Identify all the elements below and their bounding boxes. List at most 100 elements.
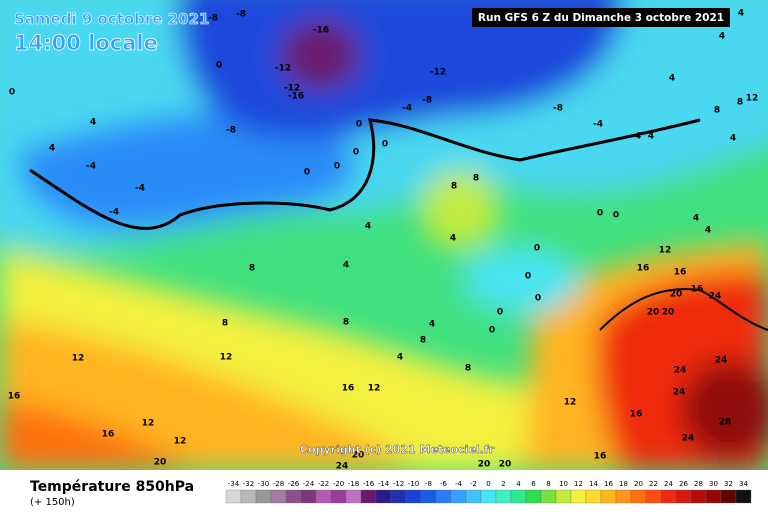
scale-label: -22 [318,480,329,488]
contour-label: 8 [343,318,349,328]
contour-label: 0 [334,162,340,172]
scale-swatch [585,489,602,504]
scale-label: 16 [604,480,613,488]
scale-swatch [300,489,317,504]
contour-label: 4 [49,144,55,154]
scale-label: 6 [531,480,536,488]
scale-label: 22 [649,480,658,488]
contour-label: 4 [635,132,641,142]
scale-swatch [345,489,362,504]
scale-label: 4 [516,480,521,488]
contour-label: -12 [275,64,291,74]
scale-swatch [630,489,647,504]
scale-label: -6 [440,480,448,488]
scale-label: 2 [501,480,505,488]
isotherm [599,288,768,331]
contour-label: 16 [637,264,650,274]
contour-label: -4 [86,162,96,172]
scale-swatch [390,489,407,504]
scale-label: 32 [724,480,733,488]
contour-label: 0 [356,120,362,130]
scale-swatch [360,489,377,504]
contour-label: 4 [397,353,403,363]
contour-label: 16 [342,384,355,394]
contour-label: 12 [142,419,155,429]
scale-swatch [435,489,452,504]
scale-swatch [510,489,527,504]
scale-swatch [315,489,332,504]
contour-label: -16 [288,92,304,102]
contour-label: 8 [473,174,479,184]
scale-label: -10 [408,480,419,488]
contour-label: 12 [746,94,759,104]
contour-label: 0 [525,272,531,282]
contour-label: 8 [222,319,228,329]
contour-label: 0 [497,308,503,318]
scale-label: -18 [348,480,359,488]
contour-label: -12 [284,84,300,94]
contour-label: 12 [564,398,577,408]
contour-label: 20 [154,458,167,468]
scale-label: -32 [243,480,254,488]
scale-label: 34 [739,480,748,488]
scale-label: -34 [228,480,240,488]
scale-swatch [450,489,467,504]
footer-title: Température 850hPa [30,479,194,495]
scale-swatch [420,489,437,504]
footer-subtitle: (+ 150h) [30,497,75,508]
contour-label: 16 [102,430,115,440]
scale-swatch [375,489,392,504]
contour-label: 20 [499,460,512,470]
contour-label: 4 [90,118,96,128]
contour-label: 0 [613,211,619,221]
contour-label: 8 [451,182,457,192]
contour-label: 16 [691,285,704,295]
scale-label: 0 [486,480,490,488]
scale-swatch [330,489,347,504]
contour-label: 20 [647,308,660,318]
scale-swatch [705,489,722,504]
contour-label: 4 [450,234,456,244]
scale-label: 10 [559,480,568,488]
contour-label: 12 [72,354,85,364]
run-info: Run GFS 6 Z du Dimanche 3 octobre 2021 [478,12,724,24]
contour-label: 8 [420,336,426,346]
contour-label: 8 [465,364,471,374]
scale-label: -8 [425,480,432,488]
contour-label: -16 [313,26,329,36]
copyright: Copyright (c) 2021 Meteociel.fr [300,443,495,456]
scale-swatch [660,489,677,504]
forecast-time: 14:00 locale [14,31,158,55]
scale-swatch [480,489,497,504]
contour-label: 8 [249,264,255,274]
scale-label: -2 [470,480,477,488]
scale-label: -24 [303,480,315,488]
contour-label: 20 [662,308,675,318]
contour-label: 0 [597,209,603,219]
scale-swatch [570,489,587,504]
contour-label: 24 [674,366,687,376]
scale-swatch [645,489,662,504]
scale-label: -14 [378,480,390,488]
scale-label: -4 [455,480,463,488]
contour-label: -4 [593,120,603,130]
scale-label: 14 [589,480,598,488]
contour-label: 16 [630,410,643,420]
contour-label: 4 [693,214,699,224]
contour-labels: -8 -8-16-12 -12-12-16 -8-4 -8-4-800000-4-4-4… [8,9,759,471]
scale-label: 12 [574,480,583,488]
scale-swatch [555,489,572,504]
contour-label: 8 [737,98,743,108]
contour-label: 0 [9,88,15,98]
contour-label: 24 [682,434,695,444]
contour-label: -4 [135,184,145,194]
scale-swatch [735,489,752,504]
scale-swatch [540,489,557,504]
contour-label: 0 [534,244,540,254]
contour-label: 4 [648,132,654,142]
temperature-field: -8 -8-16-12 -12-12-16 -8-4 -8-4-800000-4-4-4… [0,0,768,471]
scale-swatch [690,489,707,504]
contour-label: 12 [174,437,187,447]
scale-swatch [465,489,482,504]
contour-label: 24 [673,388,686,398]
